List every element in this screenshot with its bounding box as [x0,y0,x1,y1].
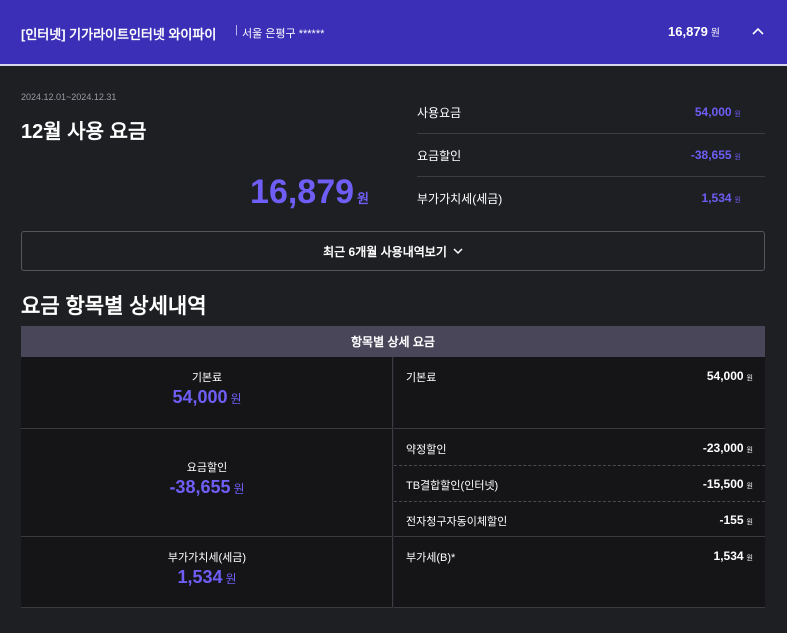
currency: 원 [357,191,369,206]
group-label: 요금할인 [186,462,228,474]
collapse-icon[interactable] [752,27,764,37]
divider [417,133,765,134]
currency: 원 [734,197,741,204]
group-label: 부가가치세(세금) [167,551,247,564]
service-title: [인터넷] 기가라이트인터넷 와이파이 [21,27,217,42]
amount: -38,655 [169,477,231,497]
item-cell: 약정할인 -23,000 원 TB결합할인(인터넷) -15,500 원 전자청구자동이체할… [394,429,765,537]
summary-title: 12월 사용 요금 [21,121,147,143]
item-label: 사용요금 [417,106,462,120]
table-header: 항목별 상세 요금 [21,326,765,357]
amount-group: 1,534 원 [714,549,753,563]
currency: 원 [746,519,753,526]
currency: 원 [230,392,242,406]
amount: 54,000 [706,369,744,383]
amount-group: -38,655 원 [21,477,393,498]
amount-group: 54,000 원 [707,369,753,383]
item-label: 기본료 [406,372,437,384]
amount: 16,879 [250,173,355,211]
amount-group: 54,000 원 [21,387,393,408]
currency: 원 [746,555,753,562]
amount: 54,000 [694,105,732,119]
amount-group: 1,534 원 [702,191,741,205]
amount-group: 54,000 원 [695,105,741,119]
item-label: 요금할인 [417,149,462,163]
dashed-divider [394,465,765,466]
amount: 54,000 [172,387,228,407]
amount-group: 1,534 원 [21,567,393,588]
amount-group: -155 원 [720,513,753,527]
item-label: 부가세(B)* [406,552,456,564]
header-bar[interactable]: [인터넷] 기가라이트인터넷 와이파이 | 서울 은평구 ****** 16,8… [0,0,787,66]
chevron-down [453,248,463,255]
period: 2024.12.01~2024.12.31 [21,92,117,102]
group-cell: 기본료 54,000 원 [21,357,393,429]
details-title: 요금 항목별 상세내역 [21,295,207,318]
currency: 원 [746,375,753,382]
group-label: 기본료 [191,372,223,384]
group-cell: 부가가치세(세금) 1,534 원 [21,537,393,608]
item-label: 부가가치세(세금) [417,192,503,206]
toggle-label: 최근 6개월 사용내역보기 [323,244,447,259]
amount-group: -15,500 원 [703,477,753,491]
item-label: 약정할인 [406,444,447,456]
amount: -15,500 [702,477,744,491]
currency: 원 [734,154,741,161]
amount: 1,534 [701,191,732,205]
amount-group: -23,000 원 [703,441,753,455]
currency: 원 [746,447,753,454]
separator: | [235,24,238,36]
amount: 1,534 [713,549,744,563]
location: 서울 은평구 ****** [242,28,325,40]
item-label: TB결합할인(인터넷) [406,480,499,492]
header-total: 16,879 원 [668,24,720,39]
currency: 원 [233,482,245,496]
group-cell: 요금할인 -38,655 원 [21,429,393,537]
amount: -38,655 [690,148,732,162]
currency: 원 [225,571,237,586]
item-cell: 부가세(B)* 1,534 원 [394,537,765,608]
history-toggle[interactable]: 최근 6개월 사용내역보기 [21,231,765,271]
divider [417,176,765,177]
dashed-divider [394,501,765,502]
amount: 16,879 [668,24,708,39]
amount: -155 [719,513,744,527]
currency: 원 [746,483,753,490]
item-label: 전자청구자동이체할인 [406,516,508,528]
summary-total: 16,879 원 [250,173,369,212]
table-header-text: 항목별 상세 요금 [351,335,435,349]
currency: 원 [734,111,741,118]
amount-group: -38,655 원 [691,148,741,162]
currency: 원 [710,28,720,39]
item-cell: 기본료 54,000 원 [394,357,765,429]
amount: -23,000 [702,441,744,455]
amount: 1,534 [177,566,223,587]
